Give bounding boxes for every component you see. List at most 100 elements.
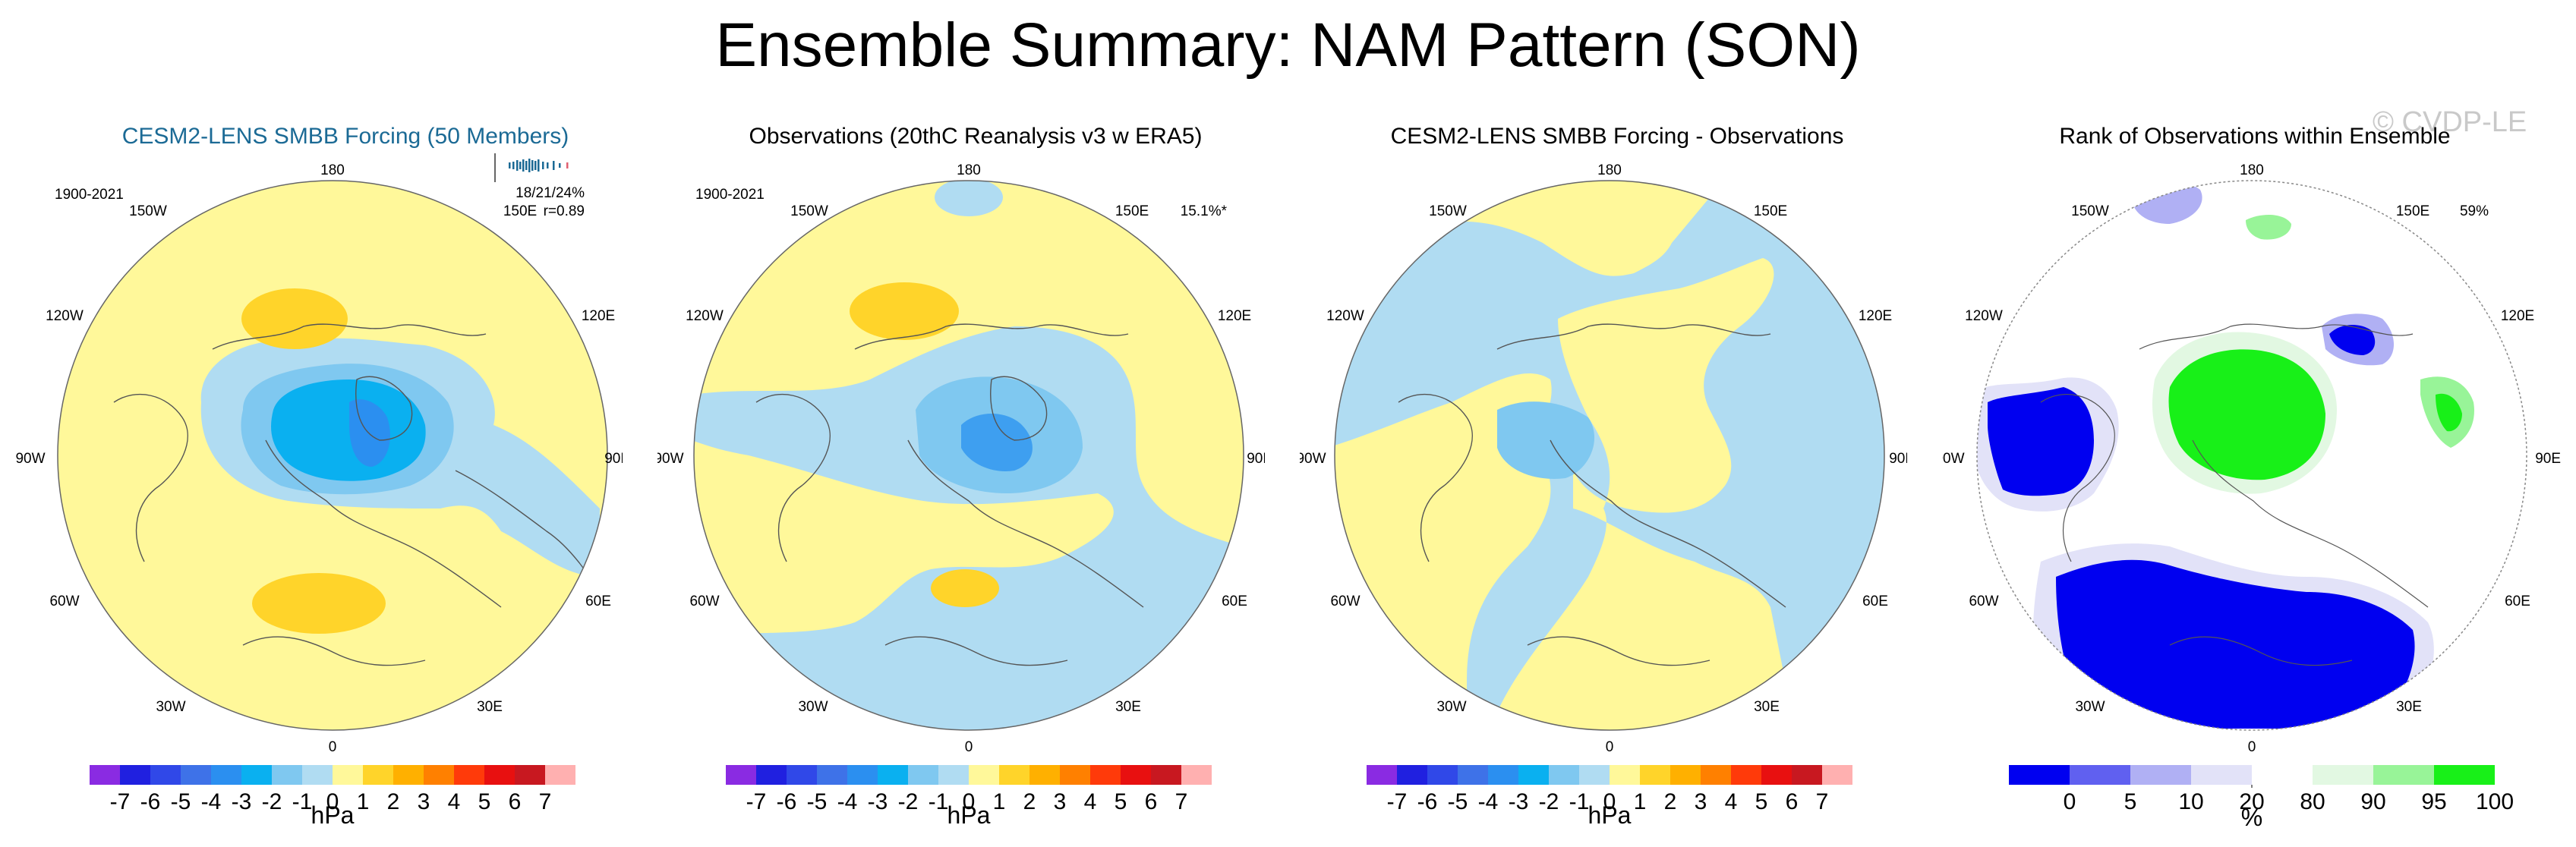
colorbar-3-box [1488, 765, 1518, 785]
map-1-label-60w: 60W [49, 594, 79, 609]
map-2-label-120w: 120W [686, 308, 724, 324]
map-2-label-180: 180 [957, 162, 981, 178]
colorbar-4-tick: 90 [2360, 789, 2385, 814]
map-1-coastlines [113, 323, 607, 666]
map-2-label-30e: 30E [1115, 699, 1141, 715]
colorbar-1-tick: -4 [201, 789, 222, 814]
colorbar-1-box [424, 765, 454, 785]
colorbar-2-box [1090, 765, 1121, 785]
panel-4-title: Rank of Observations within Ensemble [2059, 124, 2451, 149]
colorbar-4-box [2313, 765, 2373, 785]
colorbar-3-box [1367, 765, 1397, 785]
map-2-label-150w: 150W [790, 203, 828, 219]
map-2-label-90w: 90W [657, 451, 684, 467]
colorbar-3-box [1427, 765, 1458, 785]
map-1-label-180: 180 [320, 162, 345, 178]
colorbar-1-box [150, 765, 181, 785]
colorbar-2-box [1029, 765, 1060, 785]
colorbar-1-box [333, 765, 363, 785]
colorbar-4-box [2434, 765, 2495, 785]
colorbar-1-tick: -5 [171, 789, 191, 814]
map-4-label-30e: 30E [2396, 699, 2422, 715]
map-3-label-90e: 90E [1889, 451, 1907, 467]
map-2-period: 1900-2021 [695, 187, 765, 203]
colorbar-3-box [1579, 765, 1610, 785]
colorbar-2-tick: -3 [868, 789, 888, 814]
map-4-label-60e: 60E [2505, 594, 2530, 609]
colorbar-3-box [1458, 765, 1488, 785]
colorbar-4-tick: 5 [2124, 789, 2137, 814]
colorbar-1-box [484, 765, 515, 785]
map-1-ensemble-histogram [494, 153, 569, 182]
colorbar-4-tick: 0 [2064, 789, 2076, 814]
colorbar-1-box [90, 765, 120, 785]
panel-3-map: 180 0 150W 150E 120W 120E 90W 90E 60W 60… [1300, 162, 1907, 829]
colorbar-2-box [969, 765, 999, 785]
colorbar-2-box [1060, 765, 1090, 785]
map-4-label-90w: 90W [1942, 451, 1965, 467]
colorbar-1-box [393, 765, 424, 785]
map-3-label-0: 0 [1606, 739, 1614, 755]
colorbar-2-tick: -1 [929, 789, 949, 814]
map-2-negative-region-3hPa [961, 414, 1033, 471]
colorbar-1-tick: 0 [326, 789, 339, 814]
colorbar-2-tick: -6 [777, 789, 797, 814]
map-3-label-30w: 30W [1436, 699, 1466, 715]
colorbar-1-tick: 5 [478, 789, 491, 814]
colorbar-2-box [1151, 765, 1181, 785]
panel-1-map: 180 0 150W 150E 120W 120E 90W 90E 60W 60… [15, 153, 623, 829]
colorbar-4-tick: 10 [2178, 789, 2203, 814]
map-3-label-180: 180 [1597, 162, 1622, 178]
colorbar-2-tick: 2 [1023, 789, 1036, 814]
colorbar-1-box [302, 765, 333, 785]
colorbar-2-tick: 7 [1175, 789, 1188, 814]
colorbar-2-box [938, 765, 969, 785]
map-4-label-60w: 60W [1969, 594, 1998, 609]
colorbar-4-box [2130, 765, 2191, 785]
map-4-label-120w: 120W [1965, 308, 2003, 324]
map-1-negative-region-3hPa [271, 379, 426, 481]
colorbar-3-tick: 6 [1786, 789, 1799, 814]
map-3-label-60w: 60W [1330, 594, 1360, 609]
histogram-member-mark [559, 163, 561, 168]
map-3-coastlines [1398, 323, 1786, 666]
colorbar-1-tick: 1 [357, 789, 370, 814]
map-2-label-0: 0 [965, 739, 973, 755]
map-1-label-0: 0 [329, 739, 337, 755]
map-1-stat-pct: 18/21/24% [516, 185, 585, 201]
colorbar-3-tick: -5 [1448, 789, 1468, 814]
histogram-member-mark [538, 159, 540, 172]
panel-2-title: Observations (20thC Reanalysis v3 w ERA5… [749, 124, 1203, 149]
map-1-positive-region-pacific [241, 288, 348, 349]
colorbar-1-box [181, 765, 211, 785]
map-1-label-60e: 60E [585, 594, 611, 609]
map-1-label-30w: 30W [156, 699, 185, 715]
map-1-stat-r: r=0.89 [544, 203, 585, 219]
map-4-label-120e: 120E [2501, 308, 2534, 324]
colorbar-4: 0 5 10 20 80 90 95 100 [2009, 765, 2514, 814]
colorbar-2-box [1181, 765, 1212, 785]
map-3-negative-region-2hPa [1497, 401, 1595, 479]
colorbar-3-tick: 7 [1816, 789, 1829, 814]
histogram-member-mark [553, 161, 555, 170]
colorbar-1-tick: 2 [387, 789, 400, 814]
colorbar-1-box [272, 765, 302, 785]
colorbar-2-box [756, 765, 787, 785]
map-4-label-180: 180 [2240, 162, 2264, 178]
colorbar-4-box [2009, 765, 2070, 785]
colorbar-2-tick: 6 [1145, 789, 1158, 814]
colorbar-3: -7 -6 -5 -4 -3 -2 -1 0 1 2 3 4 5 6 7 [1367, 765, 1852, 814]
colorbar-3-tick: -3 [1509, 789, 1529, 814]
panel-2-map: 180 0 150W 150E 120W 120E 90W 90E 60W 60… [657, 162, 1265, 829]
map-4-stat: 59% [2460, 203, 2489, 219]
colorbar-3-tick: 3 [1695, 789, 1707, 814]
colorbar-3-tick: 0 [1603, 789, 1616, 814]
colorbar-1-box [241, 765, 272, 785]
colorbar-3-box [1670, 765, 1701, 785]
map-4-label-0: 0 [2248, 739, 2256, 755]
histogram-member-mark [531, 160, 534, 171]
histogram-member-mark [525, 161, 528, 170]
map-1-label-150e: 150E [503, 203, 537, 219]
panel-4-map: 180 0 150W 150E 120W 120E 90W 90E 60W 60… [1942, 162, 2561, 831]
map-2-label-90e: 90E [1247, 451, 1265, 467]
